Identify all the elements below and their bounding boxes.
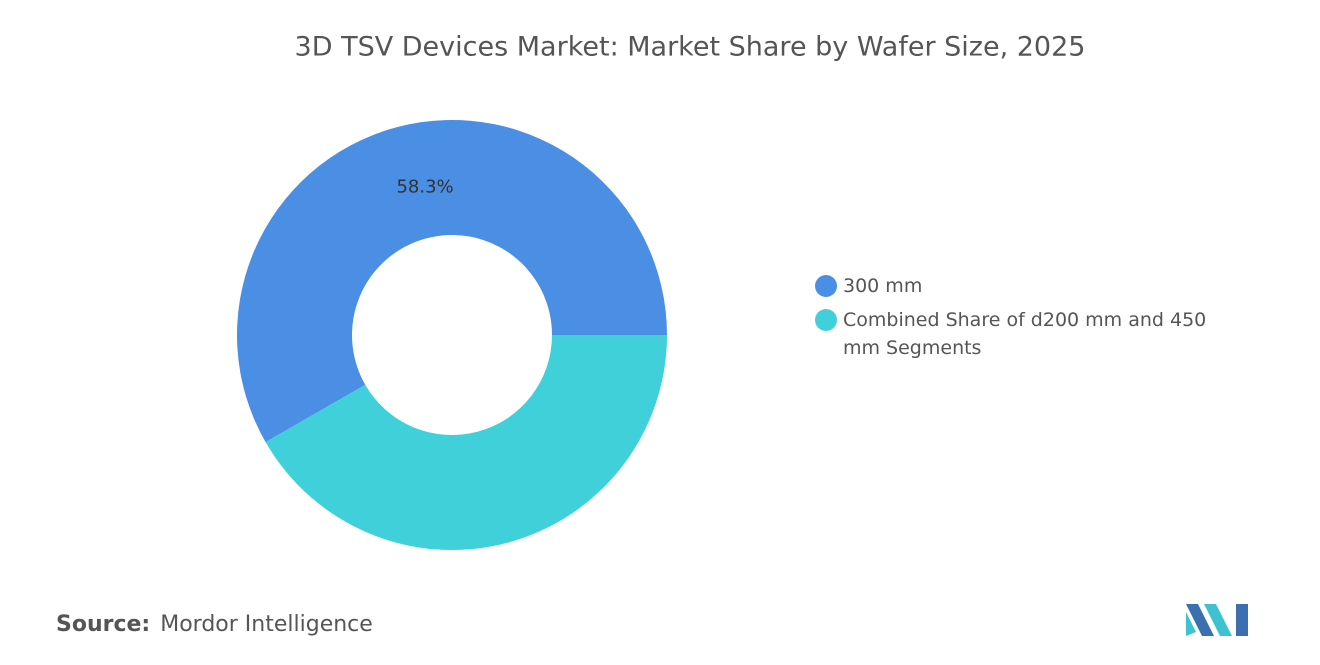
source-label: Source: [56,612,151,637]
source: Source: Mordor Intelligence [56,612,373,637]
donut-slice [237,120,667,443]
legend-marker [815,309,837,331]
logo [1186,604,1248,636]
source-text: Mordor Intelligence [160,612,373,637]
legend-label: Combined Share of d200 mm and 450 mm Seg… [843,309,1207,359]
legend-label: 300 mm [843,275,923,297]
chart-title: 3D TSV Devices Market: Market Share by W… [295,32,1086,63]
legend-entry: 300 mm [815,272,1215,300]
legend-marker [815,275,837,297]
legend-entry: Combined Share of d200 mm and 450 mm Seg… [815,306,1215,362]
data-label: 58.3% [396,176,453,197]
legend: 300 mm Combined Share of d200 mm and 450 … [815,272,1215,368]
donut-slice [265,335,667,550]
